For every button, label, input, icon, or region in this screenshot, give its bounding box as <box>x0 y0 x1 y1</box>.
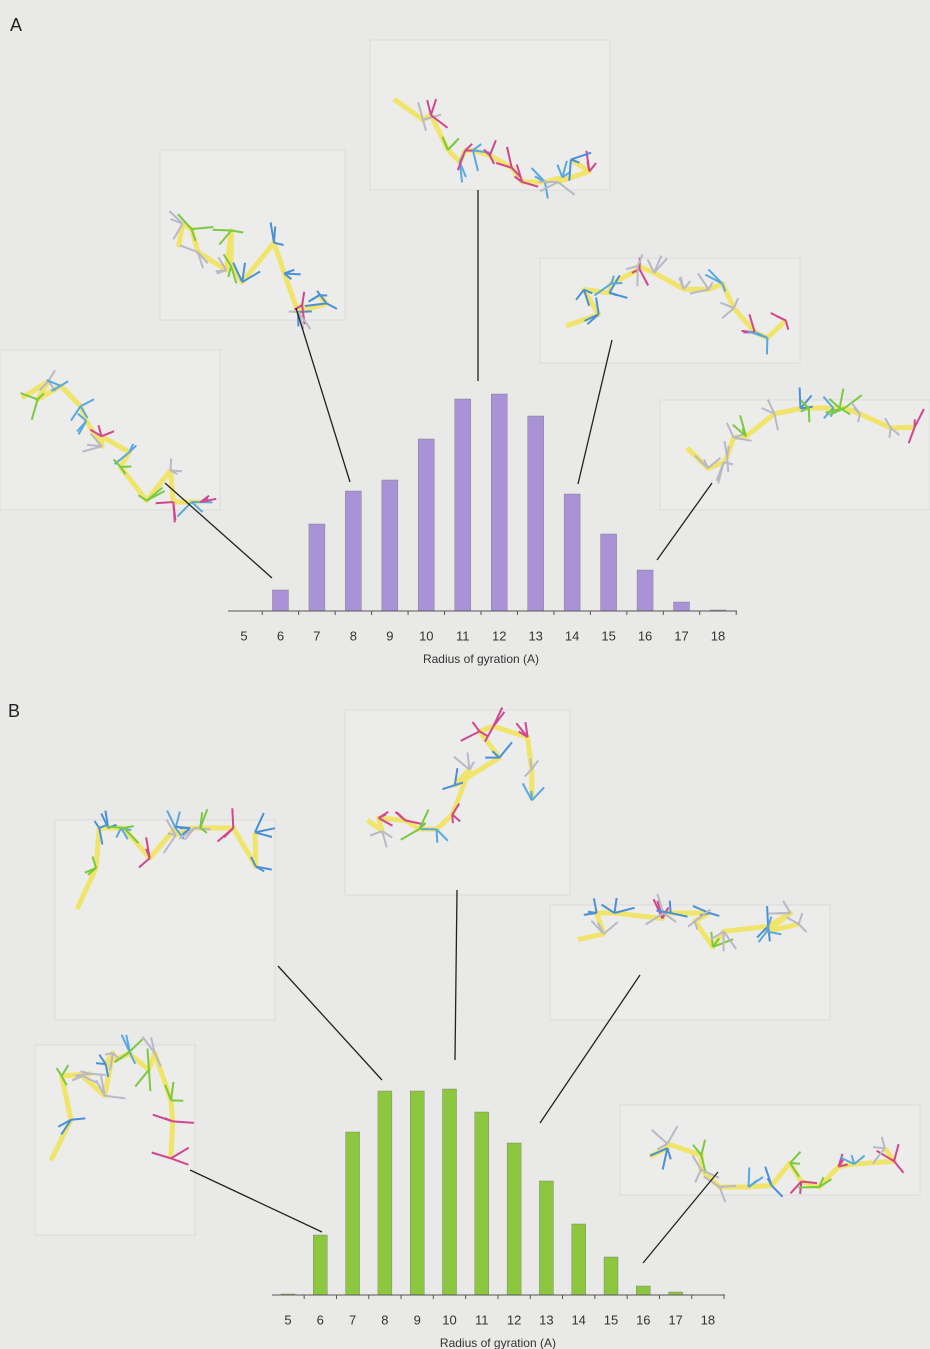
bar <box>410 1091 424 1295</box>
bar <box>378 1091 392 1295</box>
x-tick-label: 16 <box>638 628 652 643</box>
x-tick-label: 11 <box>456 628 470 643</box>
bar <box>309 524 325 611</box>
side-chain <box>452 815 453 824</box>
side-chain <box>873 1147 885 1148</box>
side-chain <box>148 1049 149 1070</box>
panel-label: A <box>10 15 22 35</box>
image-frame <box>160 150 345 320</box>
image-frame <box>540 258 800 363</box>
x-tick-label: 12 <box>492 628 506 643</box>
x-tick-label: 7 <box>313 628 320 643</box>
x-tick-label: 15 <box>604 1312 618 1327</box>
side-chain <box>232 808 233 828</box>
x-tick-label: 5 <box>284 1312 291 1327</box>
connector <box>296 308 350 482</box>
side-chain <box>298 311 312 312</box>
figure: A B 5 6 7 8 9 10 11 12 13 14 15 16 17 18 Radius of gyr… <box>0 0 930 1349</box>
side-chain <box>749 1168 750 1188</box>
x-tick-label: 10 <box>442 1312 456 1327</box>
bar <box>539 1181 553 1295</box>
bar <box>313 1235 327 1295</box>
x-tick-label: 5 <box>240 628 247 643</box>
page: {"chart_data": [ {"type": "bar", "label"… <box>0 0 930 1349</box>
bar <box>637 570 653 611</box>
image-frame <box>0 350 220 510</box>
x-tick-label: 10 <box>419 628 433 643</box>
x-tick-label: 14 <box>565 628 579 643</box>
connector <box>278 966 382 1080</box>
x-tick-label: 8 <box>350 628 357 643</box>
image-frame <box>660 400 930 510</box>
side-chain <box>213 230 232 231</box>
x-tick-label: 15 <box>601 628 615 643</box>
bar <box>272 590 288 611</box>
side-chain <box>170 459 171 471</box>
side-chain <box>767 906 768 926</box>
connector <box>455 890 457 1060</box>
bar <box>507 1143 521 1295</box>
x-tick-label: 9 <box>386 628 393 643</box>
side-chain <box>809 408 810 422</box>
x-tick-label: 16 <box>636 1312 650 1327</box>
panel-label: B <box>8 701 20 721</box>
side-chain <box>889 428 890 438</box>
x-axis-title: Radius of gyration (A) <box>423 652 539 666</box>
bar <box>528 416 544 611</box>
x-tick-label: 13 <box>528 628 542 643</box>
x-tick-label: 11 <box>475 1312 489 1327</box>
bar <box>636 1286 650 1295</box>
x-tick-label: 17 <box>674 628 688 643</box>
x-tick-label: 7 <box>349 1312 356 1327</box>
side-chain <box>71 1118 85 1119</box>
connector <box>190 1170 322 1232</box>
side-chain <box>670 901 671 913</box>
side-chain <box>90 1074 106 1075</box>
bar <box>455 399 471 611</box>
x-tick-label: 12 <box>507 1312 521 1327</box>
bar <box>604 1257 618 1295</box>
bar <box>491 394 507 611</box>
bar <box>572 1224 586 1295</box>
image-frame <box>370 40 610 190</box>
x-tick-label: 17 <box>668 1312 682 1327</box>
side-chain <box>156 502 174 503</box>
bar <box>475 1112 489 1295</box>
x-tick-label: 9 <box>414 1312 421 1327</box>
side-chain <box>727 457 728 472</box>
bar <box>674 602 690 611</box>
bar <box>418 439 434 611</box>
bar <box>601 534 617 611</box>
bar <box>345 491 361 611</box>
side-chain <box>720 1186 736 1187</box>
bar <box>443 1089 457 1295</box>
x-axis-title: Radius of gyration (A) <box>440 1336 556 1349</box>
x-tick-label: 6 <box>317 1312 324 1327</box>
bar <box>382 480 398 611</box>
x-tick-label: 18 <box>711 628 725 643</box>
side-chain <box>437 829 438 842</box>
bar <box>346 1132 360 1295</box>
x-tick-label: 14 <box>571 1312 585 1327</box>
x-tick-label: 13 <box>539 1312 553 1327</box>
x-tick-label: 18 <box>701 1312 715 1327</box>
side-chain <box>798 1187 819 1188</box>
x-tick-label: 8 <box>381 1312 388 1327</box>
side-chain <box>800 387 801 408</box>
bar <box>564 494 580 611</box>
x-tick-label: 6 <box>277 628 284 643</box>
